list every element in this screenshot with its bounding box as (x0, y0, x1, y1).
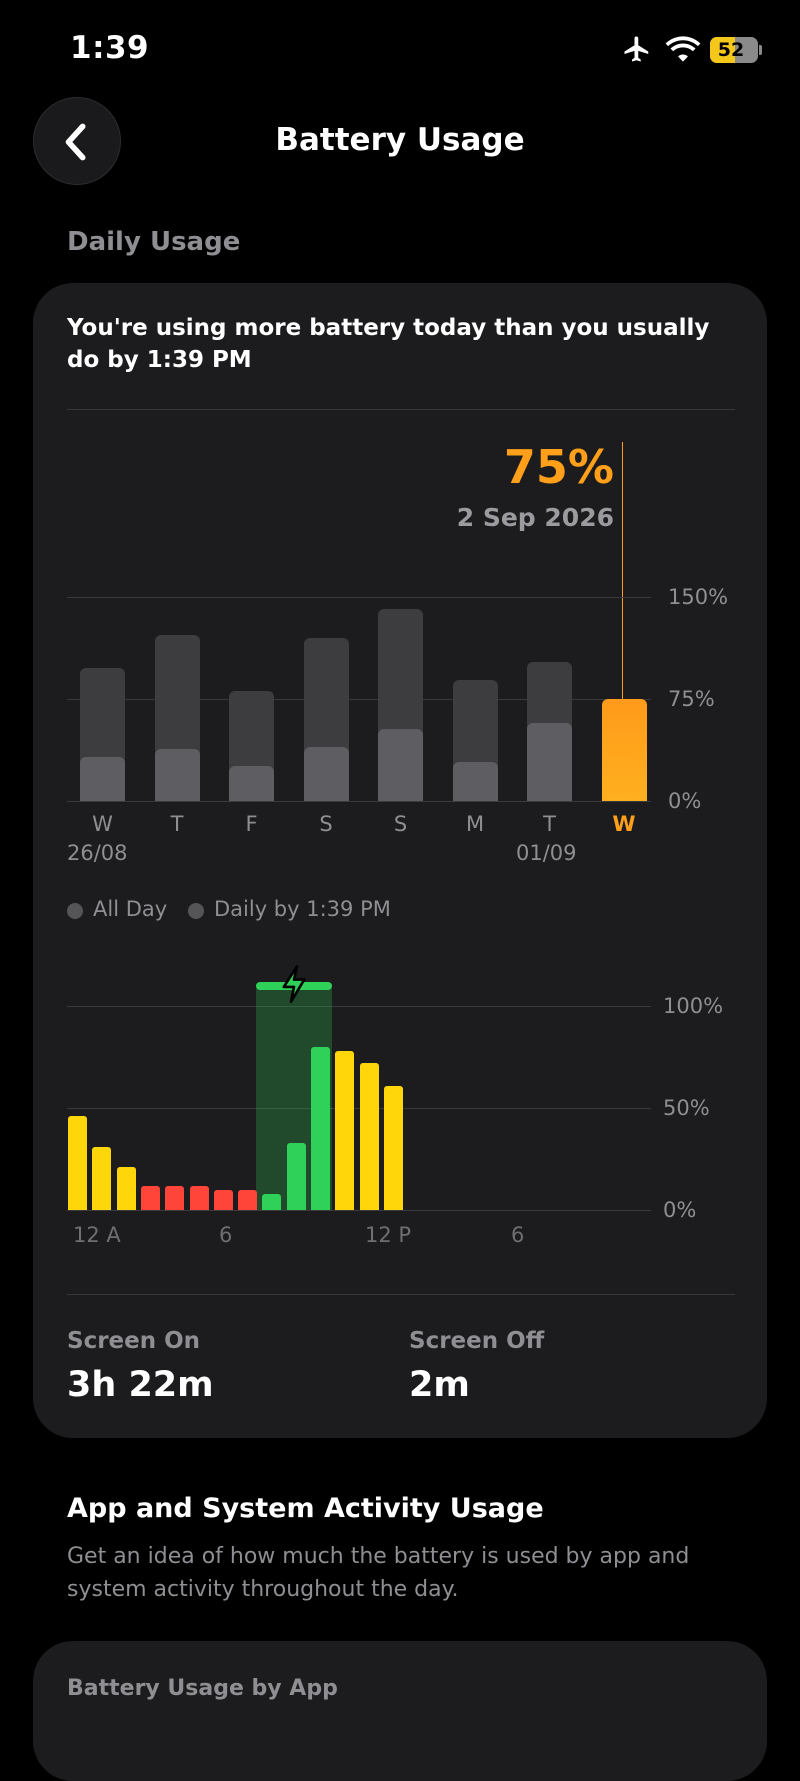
day-label: T (170, 812, 184, 836)
x-tick-label: 12 P (365, 1223, 412, 1247)
wifi-icon (664, 34, 702, 68)
airplane-mode-icon (620, 34, 654, 68)
x-tick-label: 6 (219, 1223, 233, 1247)
usage-insight: You're using more battery today than you… (67, 315, 710, 373)
y-tick-label: 0% (668, 789, 702, 813)
hour-bar (359, 1063, 379, 1210)
selected-usage-value: 75% (503, 440, 614, 494)
hour-bar (68, 1116, 87, 1210)
legend-daily-by: Daily by 1:39 PM (214, 897, 391, 921)
section-label-daily-usage: Daily Usage (67, 227, 241, 257)
day-label: W (612, 812, 636, 836)
battery-icon: 52 (710, 37, 758, 63)
bar-selected (601, 699, 647, 801)
screen-off-label: Screen Off (409, 1328, 545, 1354)
page-title: Battery Usage (275, 122, 525, 158)
battery-by-app-card[interactable] (33, 1641, 767, 1781)
bar-daily-by (154, 749, 200, 801)
selected-date: 2 Sep 2026 (456, 503, 614, 532)
divider (67, 409, 735, 410)
y-tick-label: 50% (663, 1096, 710, 1120)
hour-bar (383, 1085, 403, 1210)
status-time: 1:39 (70, 30, 150, 66)
hour-bar (311, 1046, 330, 1210)
day-label: M (465, 812, 485, 836)
hour-bar (262, 1193, 282, 1210)
grid-line-150 (67, 597, 651, 598)
x-tick-label: 6 (511, 1223, 525, 1247)
grid-line-75 (67, 699, 651, 700)
day-label: F (245, 812, 258, 836)
screen-on-value: 3h 22m (67, 1365, 214, 1405)
date-label-start: 26/08 (67, 841, 128, 865)
back-button[interactable] (33, 97, 121, 185)
hour-bar (286, 1142, 306, 1210)
chevron-left-icon (65, 123, 86, 161)
bar-daily-by (378, 728, 423, 801)
hour-bar (92, 1146, 112, 1210)
battery-by-app-label: Battery Usage by App (67, 1676, 338, 1701)
hour-bar (140, 1185, 160, 1210)
selection-indicator-line (622, 442, 623, 700)
day-label: S (319, 812, 333, 836)
y-tick-label: 0% (663, 1198, 697, 1222)
y-tick-label: 100% (663, 994, 724, 1018)
daily-usage-card (33, 283, 767, 1438)
bar-daily-by (527, 723, 572, 801)
y-tick-label: 75% (668, 687, 715, 711)
legend-all-day: All Day (93, 897, 168, 921)
screen-on-label: Screen On (67, 1328, 201, 1354)
activity-section-description: Get an idea of how much the battery is u… (67, 1544, 690, 1602)
divider (67, 1294, 735, 1295)
grid-line-50 (67, 1108, 651, 1109)
hour-bar (213, 1189, 233, 1210)
day-label: S (393, 812, 408, 836)
date-label-mid: 01/09 (516, 841, 577, 865)
bar-daily-by (80, 757, 125, 801)
bar-daily-by (229, 765, 274, 801)
hour-bar (238, 1189, 258, 1210)
charging-bolt-icon (282, 965, 306, 1003)
hour-bar (165, 1185, 185, 1210)
legend-all-day-dot (67, 903, 83, 919)
battery-fill (710, 37, 735, 63)
day-label: T (543, 812, 556, 836)
y-tick-label: 150% (668, 585, 729, 609)
hour-bar (335, 1050, 355, 1210)
hour-bar (189, 1185, 209, 1210)
grid-line-0-hourly (67, 1210, 651, 1211)
bar-daily-by (452, 761, 498, 801)
grid-line-100 (67, 1006, 651, 1007)
hour-bar (116, 1167, 136, 1210)
day-label: W (92, 812, 113, 836)
screen-off-value: 2m (409, 1365, 470, 1405)
bar-daily-by (303, 746, 349, 801)
battery-level: 52 (717, 39, 745, 61)
grid-line-0 (67, 801, 651, 802)
x-tick-label: 12 A (73, 1223, 121, 1247)
activity-section-title: App and System Activity Usage (67, 1493, 544, 1524)
battery-nub (759, 45, 762, 55)
legend-daily-by-dot (188, 903, 204, 919)
